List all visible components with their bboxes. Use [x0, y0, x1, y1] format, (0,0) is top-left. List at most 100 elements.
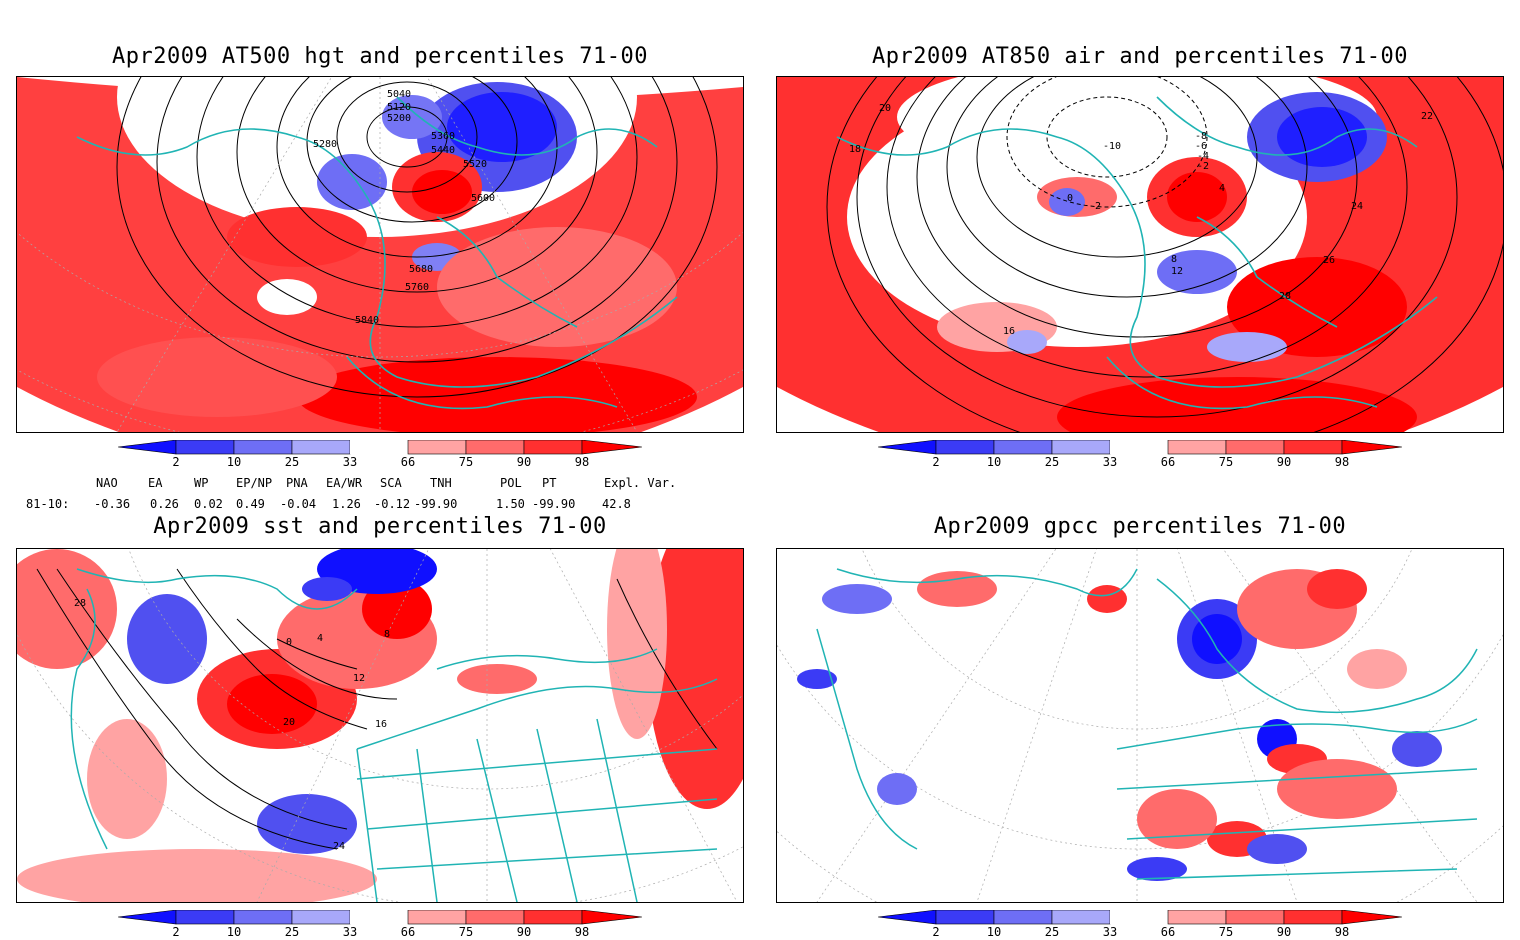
percentile-shading — [847, 77, 1417, 432]
teleconnection-index-table: NAO EA WP EP/NP PNA EA/WR SCA TNH POL PT… — [20, 476, 720, 512]
index-value: -99.90 — [532, 497, 576, 511]
coastlines — [836, 96, 1438, 410]
colorbar-svg: 2 10 25 33 66 75 90 98 — [117, 909, 643, 939]
colorbar-svg: 2 10 25 33 66 75 90 98 — [117, 439, 643, 469]
index-header: TNH — [430, 476, 452, 490]
colorbar-tick: 75 — [1219, 455, 1233, 466]
contour-label: 5840 — [355, 315, 379, 326]
contour-label: 5680 — [409, 264, 433, 275]
colorbar-tick: 90 — [1277, 455, 1291, 466]
contour-label: -4 — [1197, 151, 1209, 162]
contour-label: 18 — [849, 144, 861, 155]
colorbar-tick: 90 — [1277, 925, 1291, 936]
contour-label: 12 — [353, 673, 365, 684]
colorbar-tick: 33 — [1103, 925, 1117, 936]
contour-label: 26 — [1323, 255, 1335, 266]
graticule — [17, 549, 743, 902]
panel-title-gpcc: Apr2009 gpcc percentiles 71-00 — [933, 514, 1347, 539]
contour-label: 5520 — [463, 159, 487, 170]
contour-label: 5360 — [431, 131, 455, 142]
colorbar-hgt: 2 10 25 33 66 75 90 98 — [117, 439, 643, 469]
contour-label: 2 — [1095, 201, 1101, 212]
contour-label: 0 — [286, 637, 292, 648]
contour-labels: 0 4 8 12 16 20 24 28 — [74, 598, 390, 852]
contour-label: 16 — [1003, 326, 1015, 337]
colorbar-tick: 25 — [1045, 455, 1059, 466]
sst-contours — [36, 568, 718, 850]
colorbar-tick: 33 — [1103, 455, 1117, 466]
colorbar-tick: 2 — [172, 455, 179, 466]
colorbar-tick: 2 — [172, 925, 179, 936]
index-row-label: 81-10: — [26, 497, 70, 511]
colorbar-tick: 90 — [517, 455, 531, 466]
graticule — [777, 549, 1503, 902]
map-panel-hgt: 5040 5120 5200 5280 5360 5440 5520 5600 … — [16, 76, 744, 433]
contour-label: 8 — [384, 629, 390, 640]
colorbar-tick: 75 — [459, 925, 473, 936]
contour-label: 16 — [375, 719, 387, 730]
contour-label: 5200 — [387, 113, 411, 124]
index-value: 0.26 — [150, 497, 179, 511]
colorbar-tick: 10 — [987, 925, 1001, 936]
contour-label: 28 — [74, 598, 86, 609]
index-value: 0.02 — [194, 497, 223, 511]
index-header: EA — [148, 476, 163, 490]
map-panel-sst: 0 4 8 12 16 20 24 28 — [16, 548, 744, 903]
contour-label: 20 — [879, 103, 891, 114]
index-header: EA/WR — [326, 476, 363, 490]
colorbar-tick: 25 — [1045, 925, 1059, 936]
panel-title-hgt: Apr2009 AT500 hgt and percentiles 71-00 — [111, 44, 649, 69]
index-header: Expl. Var. — [604, 476, 677, 490]
colorbar-tick: 2 — [932, 455, 939, 466]
colorbar-tick: 66 — [1161, 455, 1175, 466]
contour-label: 4 — [1219, 183, 1225, 194]
contour-label: 24 — [1351, 201, 1363, 212]
colorbar-sst: 2 10 25 33 66 75 90 98 — [117, 909, 643, 939]
colorbar-tick: 98 — [1335, 925, 1349, 936]
colorbar-tick: 10 — [227, 455, 241, 466]
index-header: PT — [542, 476, 557, 490]
contour-label: 12 — [1171, 266, 1183, 277]
contour-labels: 5040 5120 5200 5280 5360 5440 5520 5600 … — [313, 89, 495, 326]
index-value: 1.26 — [332, 497, 361, 511]
colorbar-tick: 75 — [459, 455, 473, 466]
index-header: EP/NP — [236, 476, 273, 490]
contour-label: -2 — [1197, 161, 1209, 172]
index-value: -99.90 — [414, 497, 458, 511]
height-contours — [116, 77, 718, 398]
colorbar-tick: 98 — [1335, 455, 1349, 466]
contour-label: -10 — [1103, 141, 1121, 152]
index-header: WP — [194, 476, 209, 490]
colorbar-tick: 33 — [343, 925, 357, 936]
colorbar-tick: 33 — [343, 455, 357, 466]
coastlines — [70, 568, 718, 902]
colorbar-tick: 98 — [575, 925, 589, 936]
colorbar-tick: 2 — [932, 925, 939, 936]
contour-label: 0 — [1067, 193, 1073, 204]
contour-label: 4 — [317, 633, 323, 644]
colorbar-tick: 66 — [401, 455, 415, 466]
colorbar-tick: 10 — [987, 455, 1001, 466]
colorbar-svg: 2 10 25 33 66 75 90 98 — [877, 439, 1403, 469]
contour-label: 20 — [283, 717, 295, 728]
colorbar-tick: 25 — [285, 455, 299, 466]
map-panel-air: -10 -8 -6 -4 -2 0 2 4 8 12 16 18 20 22 2… — [776, 76, 1504, 433]
map-panel-gpcc — [776, 548, 1504, 903]
contour-label: 24 — [333, 841, 345, 852]
index-value: -0.04 — [280, 497, 317, 511]
contour-label: 5600 — [471, 193, 495, 204]
contour-label: 22 — [1421, 111, 1433, 122]
colorbar-tick: 98 — [575, 455, 589, 466]
contour-label: 5280 — [313, 139, 337, 150]
contour-labels: -10 -8 -6 -4 -2 0 2 4 8 12 16 18 20 22 2… — [849, 103, 1433, 337]
index-header: SCA — [380, 476, 402, 490]
index-value: -0.12 — [374, 497, 411, 511]
colorbar-tick: 66 — [1161, 925, 1175, 936]
index-value: 1.50 — [496, 497, 525, 511]
panel-title-air: Apr2009 AT850 air and percentiles 71-00 — [871, 44, 1409, 69]
index-value: 42.8 — [602, 497, 631, 511]
graticule — [17, 77, 743, 432]
coastlines — [816, 568, 1478, 880]
colorbar-tick: 10 — [227, 925, 241, 936]
contour-label: 8 — [1171, 254, 1177, 265]
